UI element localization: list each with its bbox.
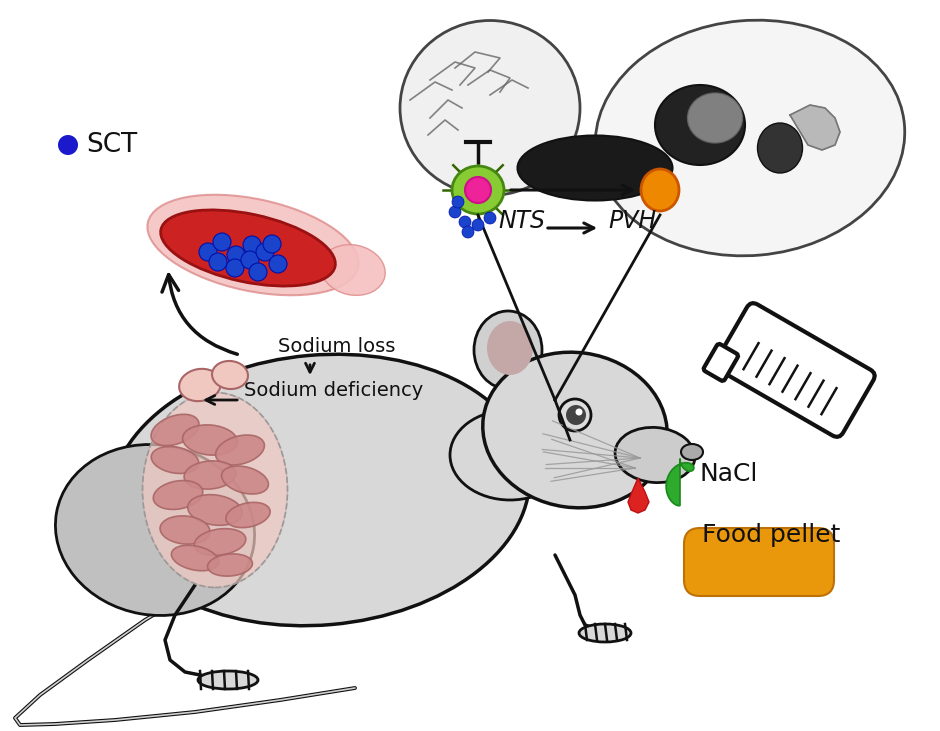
Circle shape [452, 196, 464, 208]
Ellipse shape [151, 447, 198, 474]
Ellipse shape [321, 245, 385, 295]
Ellipse shape [655, 85, 745, 165]
Text: NaCl: NaCl [700, 462, 759, 486]
Ellipse shape [518, 135, 672, 200]
Circle shape [566, 405, 586, 425]
Ellipse shape [483, 352, 667, 508]
Circle shape [263, 235, 281, 253]
Ellipse shape [171, 545, 219, 571]
Ellipse shape [400, 20, 580, 195]
Ellipse shape [148, 194, 358, 295]
Text: Food pellet: Food pellet [702, 523, 840, 547]
Circle shape [227, 246, 245, 264]
Ellipse shape [188, 495, 243, 526]
Text: NTS: NTS [498, 209, 545, 233]
Ellipse shape [111, 355, 529, 626]
Ellipse shape [55, 444, 255, 616]
Circle shape [484, 212, 496, 224]
Ellipse shape [615, 428, 695, 482]
Ellipse shape [198, 671, 258, 689]
Circle shape [256, 243, 274, 261]
Circle shape [559, 399, 591, 431]
Text: Sodium loss: Sodium loss [278, 337, 396, 356]
Ellipse shape [641, 169, 679, 211]
Ellipse shape [450, 410, 570, 500]
Circle shape [575, 409, 583, 415]
Polygon shape [666, 458, 694, 506]
Ellipse shape [681, 444, 703, 460]
Ellipse shape [208, 554, 253, 576]
Ellipse shape [195, 529, 246, 556]
Circle shape [269, 255, 287, 273]
Circle shape [249, 263, 267, 281]
Ellipse shape [153, 480, 203, 510]
Circle shape [58, 135, 78, 155]
Circle shape [199, 243, 217, 261]
Ellipse shape [143, 393, 288, 588]
Ellipse shape [579, 624, 631, 642]
Ellipse shape [758, 123, 803, 173]
Ellipse shape [182, 425, 238, 455]
Circle shape [243, 236, 261, 254]
Circle shape [459, 216, 471, 228]
Circle shape [465, 177, 491, 203]
Polygon shape [628, 478, 649, 513]
FancyBboxPatch shape [704, 344, 738, 381]
Ellipse shape [151, 414, 199, 446]
FancyBboxPatch shape [684, 528, 834, 596]
Circle shape [472, 219, 484, 231]
Ellipse shape [226, 502, 270, 528]
Text: SCT: SCT [86, 132, 137, 158]
Text: PVH: PVH [608, 209, 656, 233]
Circle shape [241, 251, 259, 269]
Ellipse shape [222, 466, 269, 494]
Polygon shape [790, 105, 840, 150]
Circle shape [449, 206, 461, 218]
Circle shape [209, 253, 227, 271]
Ellipse shape [215, 435, 264, 465]
Circle shape [226, 259, 244, 277]
Ellipse shape [474, 311, 542, 389]
Ellipse shape [212, 361, 248, 389]
Ellipse shape [184, 461, 236, 489]
Ellipse shape [180, 369, 221, 401]
Circle shape [213, 233, 231, 251]
Ellipse shape [687, 93, 743, 143]
Ellipse shape [595, 20, 904, 256]
Ellipse shape [452, 166, 504, 214]
Ellipse shape [487, 321, 533, 375]
Circle shape [462, 226, 474, 238]
Ellipse shape [160, 516, 210, 544]
Ellipse shape [161, 210, 336, 286]
FancyBboxPatch shape [715, 303, 875, 437]
Text: Sodium deficiency: Sodium deficiency [244, 381, 423, 400]
